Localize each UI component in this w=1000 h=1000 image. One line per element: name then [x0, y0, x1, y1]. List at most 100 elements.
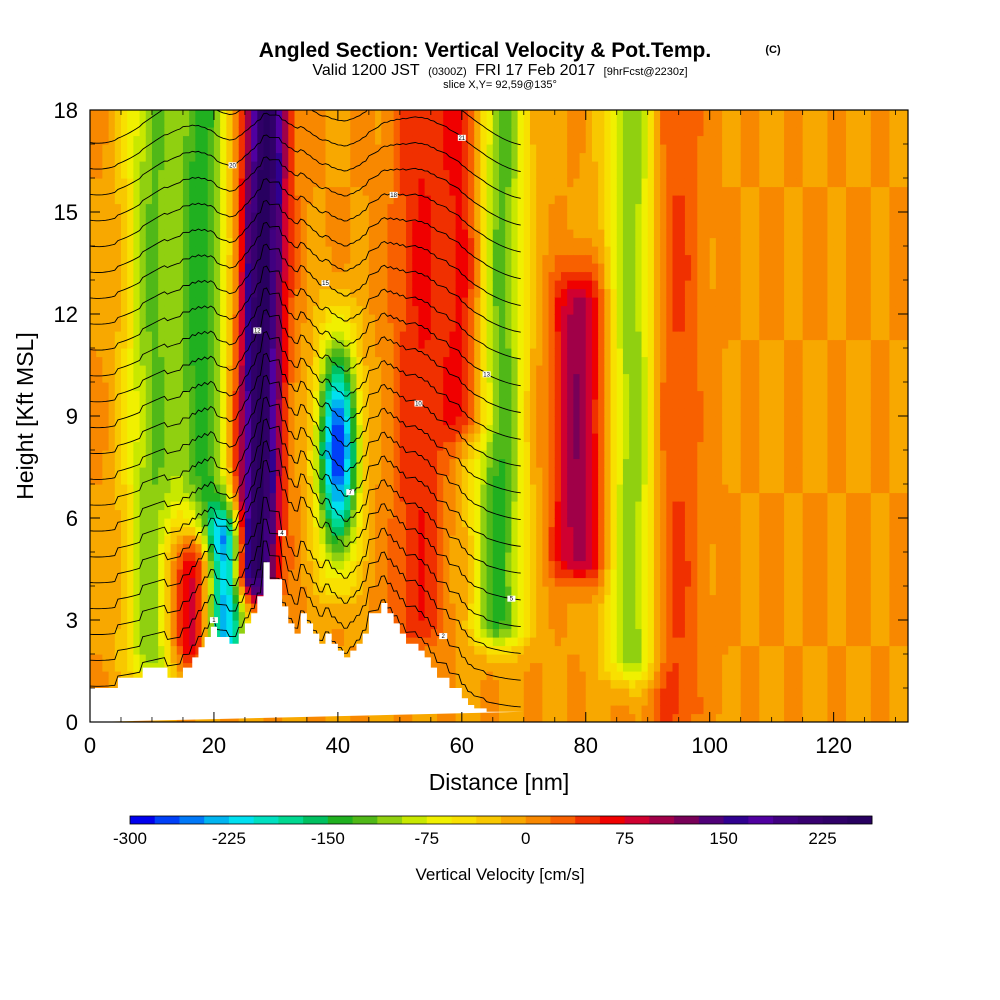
field-cell: [151, 382, 159, 392]
field-cell: [418, 288, 426, 298]
field-cell: [195, 263, 203, 273]
field-cell: [145, 203, 153, 213]
field-cell: [164, 237, 172, 247]
field-cell: [319, 331, 327, 341]
field-cell: [331, 110, 339, 120]
field-cell: [207, 152, 215, 162]
field-cell: [319, 118, 327, 128]
field-cell: [120, 654, 128, 664]
field-cell: [102, 433, 110, 443]
field-cell: [189, 577, 196, 587]
field-cell: [337, 365, 345, 375]
field-cell: [251, 322, 258, 332]
field-cell: [399, 229, 407, 239]
field-cell: [251, 178, 258, 188]
field-cell: [189, 288, 196, 298]
field-cell: [375, 280, 382, 290]
field-cell: [127, 628, 134, 638]
field-cell: [492, 144, 500, 154]
field-cell: [486, 654, 494, 664]
field-cell: [368, 518, 376, 528]
field-cell: [133, 110, 141, 120]
field-cell: [251, 331, 258, 341]
field-cell: [263, 297, 271, 307]
field-cell: [269, 339, 277, 349]
field-cell: [418, 322, 426, 332]
field-cell: [90, 254, 97, 264]
field-cell: [468, 382, 475, 392]
field-cell: [96, 314, 103, 324]
field-cell: [381, 594, 389, 604]
field-cell: [449, 195, 457, 205]
field-cell: [381, 365, 389, 375]
field-cell: [356, 203, 364, 213]
field-cell: [238, 560, 246, 570]
field-cell: [474, 297, 482, 307]
field-cell: [176, 671, 184, 681]
field-cell: [505, 535, 512, 545]
field-cell: [275, 475, 283, 485]
field-cell: [468, 237, 475, 247]
field-cell: [102, 152, 110, 162]
field-cell: [492, 569, 500, 579]
field-cell: [238, 484, 246, 494]
field-cell: [393, 297, 401, 307]
field-cell: [437, 441, 444, 451]
field-cell: [505, 195, 512, 205]
field-cell: [220, 543, 227, 553]
field-cell: [406, 492, 413, 502]
field-cell: [108, 484, 116, 494]
field-cell: [282, 492, 289, 502]
field-cell: [455, 339, 463, 349]
field-cell: [145, 518, 153, 528]
field-cell: [127, 492, 134, 502]
field-cell: [120, 407, 128, 417]
field-cell: [356, 399, 364, 409]
field-cell: [114, 288, 122, 298]
field-cell: [133, 203, 141, 213]
field-cell: [468, 144, 475, 154]
field-cell: [511, 373, 519, 383]
field-cell: [486, 424, 494, 434]
field-cell: [474, 662, 482, 672]
field-cell: [331, 518, 339, 528]
field-cell: [375, 331, 382, 341]
field-cell: [356, 186, 364, 196]
field-cell: [127, 297, 134, 307]
field-cell: [133, 671, 141, 681]
field-cell: [108, 399, 116, 409]
field-cell: [288, 577, 296, 587]
field-cell: [486, 314, 494, 324]
field-cell: [207, 297, 215, 307]
field-cell: [195, 135, 203, 145]
field-cell: [443, 229, 451, 239]
field-cell: [207, 620, 215, 630]
field-cell: [486, 450, 494, 460]
field-cell: [127, 263, 134, 273]
field-cell: [257, 526, 265, 536]
field-cell: [424, 526, 432, 536]
field-cell: [331, 569, 339, 579]
field-cell: [344, 212, 351, 222]
field-cell: [238, 373, 246, 383]
field-cell: [331, 458, 339, 468]
field-cell: [232, 518, 240, 528]
field-cell: [269, 416, 277, 426]
field-cell: [418, 628, 426, 638]
field-cell: [356, 314, 364, 324]
field-cell: [511, 212, 519, 222]
field-cell: [96, 492, 103, 502]
field-cell: [232, 263, 240, 273]
field-cell: [393, 220, 401, 230]
field-cell: [207, 373, 215, 383]
field-cell: [182, 212, 190, 222]
field-cell: [331, 586, 339, 596]
field-cell: [375, 526, 382, 536]
field-cell: [102, 399, 110, 409]
field-cell: [226, 195, 234, 205]
field-cell: [325, 212, 333, 222]
field-cell: [418, 144, 426, 154]
field-cell: [102, 339, 110, 349]
field-cell: [158, 314, 165, 324]
field-cell: [213, 450, 221, 460]
